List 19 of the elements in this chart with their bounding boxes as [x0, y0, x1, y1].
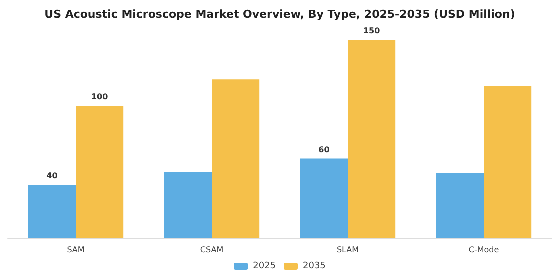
chart-title: US Acoustic Microscope Market Overview, By Type, 2025-2035 (USD Million) — [44, 8, 516, 21]
bar — [436, 173, 484, 238]
bar — [212, 80, 260, 238]
x-tick-label: SAM — [67, 246, 85, 254]
legend-label: 2035 — [303, 262, 326, 272]
x-tick-label: C-Mode — [468, 246, 500, 254]
bar — [76, 106, 124, 238]
data-label: 100 — [91, 92, 109, 102]
x-tick-label: SLAM — [336, 246, 360, 254]
bar — [28, 185, 76, 238]
legend-label: 2025 — [253, 262, 276, 272]
data-label: 150 — [363, 26, 381, 36]
x-tick-label: CSAM — [200, 246, 224, 254]
bar — [164, 172, 212, 238]
data-label: 40 — [46, 172, 58, 181]
data-label: 60 — [318, 145, 330, 154]
bar — [300, 158, 348, 238]
bar — [348, 40, 396, 238]
bar — [484, 86, 532, 238]
